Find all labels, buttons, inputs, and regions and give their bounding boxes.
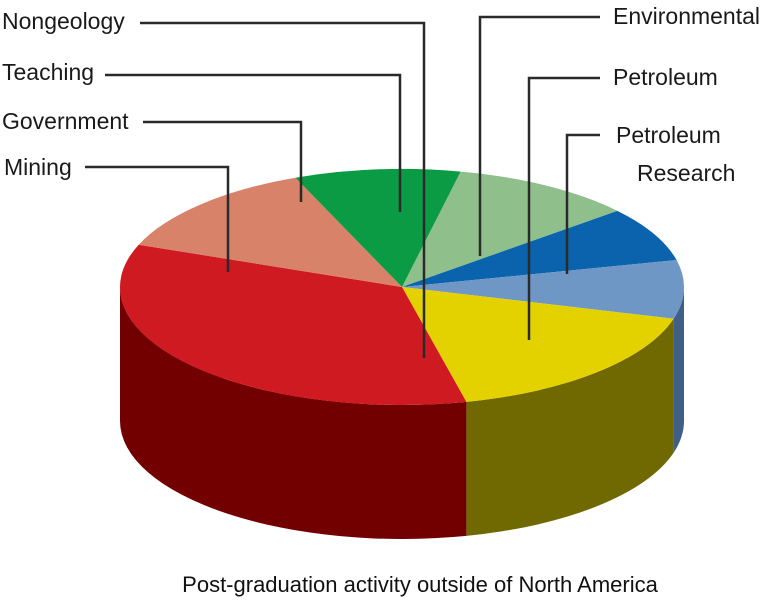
pie-slice-petroleum-research-1 — [402, 210, 677, 287]
pie-slice-government-6 — [295, 169, 461, 287]
pie-slices — [119, 169, 684, 406]
pie-slice-petroleum-2 — [402, 260, 684, 319]
leader-line-teaching — [105, 73, 402, 212]
label-petroleum: Petroleum — [613, 64, 718, 90]
pie-slice-environmental-0 — [402, 171, 618, 287]
label-leader-lines — [85, 15, 600, 358]
chart-title: Post-graduation activity outside of Nort… — [182, 572, 658, 597]
pie-side-petroleum-3 — [466, 318, 674, 536]
pie-slice-nongeology-4 — [119, 244, 467, 406]
leader-line-nongeology — [140, 21, 426, 358]
label-mining: Mining — [4, 154, 72, 180]
pie-side-petroleum-2 — [673, 287, 684, 453]
pie-side-nongeology-4 — [120, 287, 467, 540]
label-petroleum-research-line1: Petroleum — [616, 122, 721, 148]
pie-sides — [120, 287, 684, 540]
label-government: Government — [2, 108, 129, 134]
leader-line-environmental — [478, 15, 600, 256]
leader-line-government — [143, 120, 303, 202]
label-nongeology: Nongeology — [2, 8, 125, 34]
leader-line-mining — [85, 165, 230, 272]
pie-slice-mining-5 — [138, 177, 402, 287]
label-environmental: Environmental — [613, 3, 760, 29]
label-teaching: Teaching — [2, 59, 94, 85]
label-petroleum-research-line2: Research — [637, 160, 735, 186]
leader-line-petroleum — [527, 76, 600, 340]
pie-slice-petroleum-3 — [402, 287, 674, 402]
leader-line-petroleum-research — [565, 133, 600, 274]
